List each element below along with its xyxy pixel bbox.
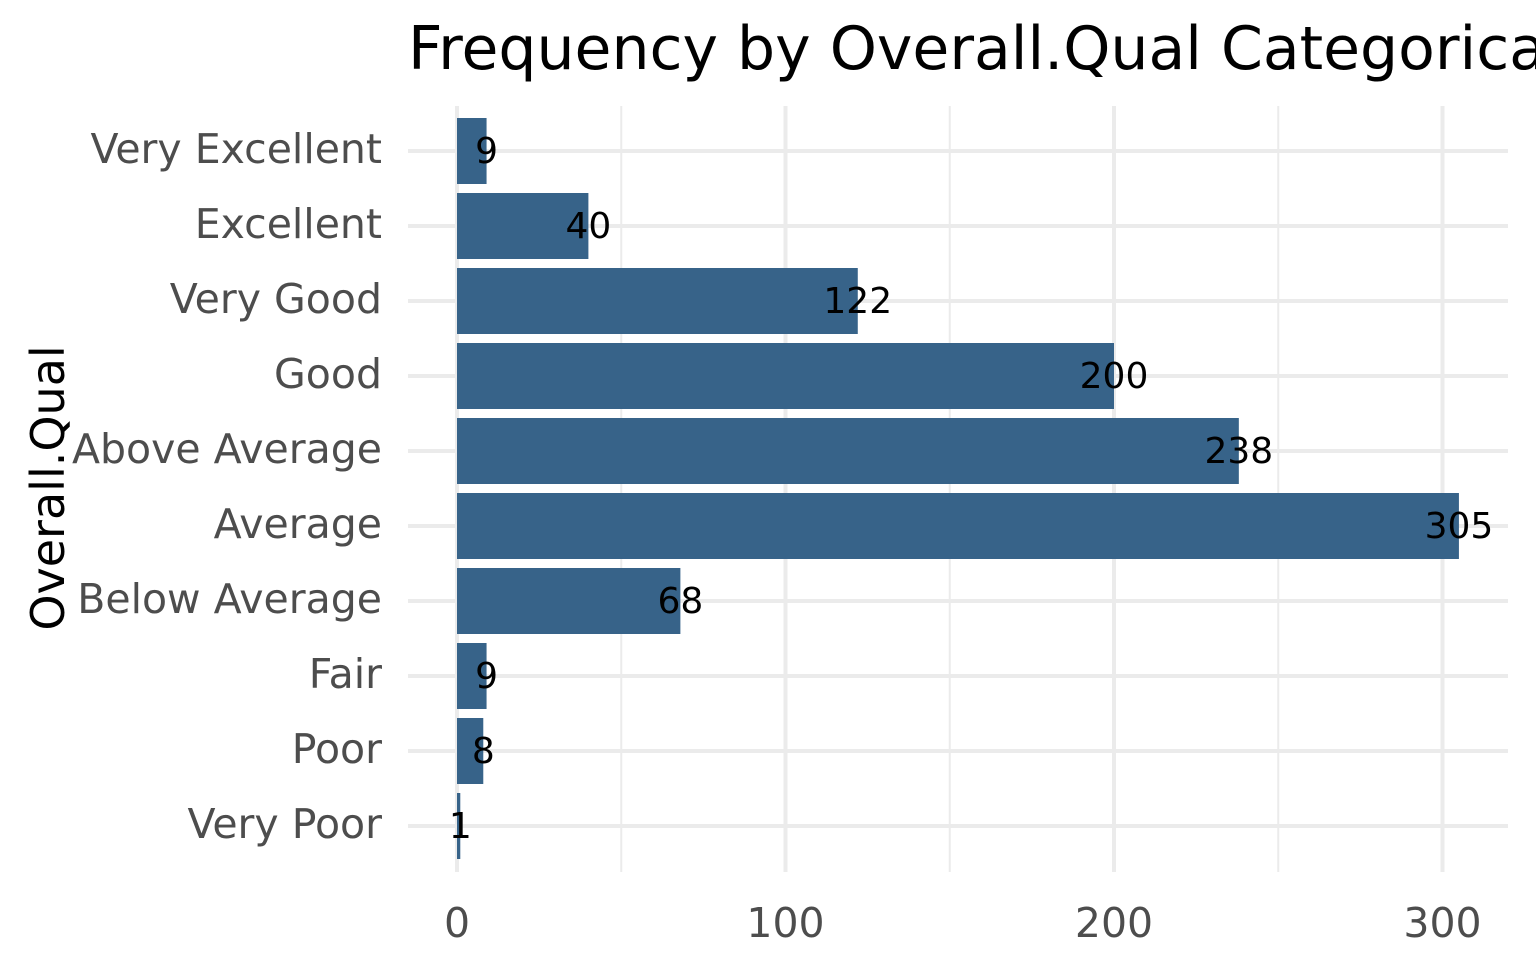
bar-poor: [457, 718, 484, 784]
y-tick-label: Poor: [292, 725, 382, 773]
data-label: 9: [475, 131, 498, 172]
data-label: 68: [657, 581, 703, 622]
y-tick-label: Average: [214, 500, 382, 548]
data-label: 8: [472, 731, 495, 772]
bars: [457, 118, 1459, 859]
y-tick-labels: Very Excellent Excellent Very Good Good Abov…: [72, 125, 382, 848]
x-tick-label: 200: [1075, 899, 1153, 947]
y-tick-label: Above Average: [72, 425, 382, 473]
x-tick-label: 300: [1403, 899, 1481, 947]
bar-above-average: [457, 418, 1239, 484]
y-tick-label: Very Poor: [187, 800, 382, 848]
data-label: 1: [449, 806, 472, 847]
data-label: 122: [823, 281, 892, 322]
bar-very-excellent: [457, 118, 487, 184]
x-tick-label: 100: [746, 899, 824, 947]
data-label: 305: [1425, 506, 1494, 547]
y-tick-label: Very Good: [170, 275, 382, 323]
bar-good: [457, 343, 1114, 409]
x-tick-label: 0: [444, 899, 470, 947]
bar-below-average: [457, 568, 681, 634]
y-tick-label: Good: [274, 350, 382, 398]
bar-fair: [457, 643, 487, 709]
data-label: 200: [1080, 356, 1149, 397]
bar-excellent: [457, 193, 589, 259]
bar-average: [457, 493, 1459, 559]
data-label: 9: [475, 656, 498, 697]
y-tick-label: Very Excellent: [90, 125, 382, 173]
chart-title: Frequency by Overall.Qual Categorical: [408, 14, 1536, 84]
data-label: 238: [1204, 431, 1273, 472]
data-labels: 9 40 122 200 238 305 68 9 81: [449, 131, 1493, 847]
y-tick-label: Excellent: [195, 200, 382, 248]
x-tick-labels: 0 100 200 300: [444, 899, 1482, 947]
bar-very-good: [457, 268, 858, 334]
data-label: 40: [565, 206, 611, 247]
y-tick-label: Fair: [309, 650, 382, 698]
y-tick-label: Below Average: [77, 575, 382, 623]
bar-very-poor: [457, 793, 461, 859]
